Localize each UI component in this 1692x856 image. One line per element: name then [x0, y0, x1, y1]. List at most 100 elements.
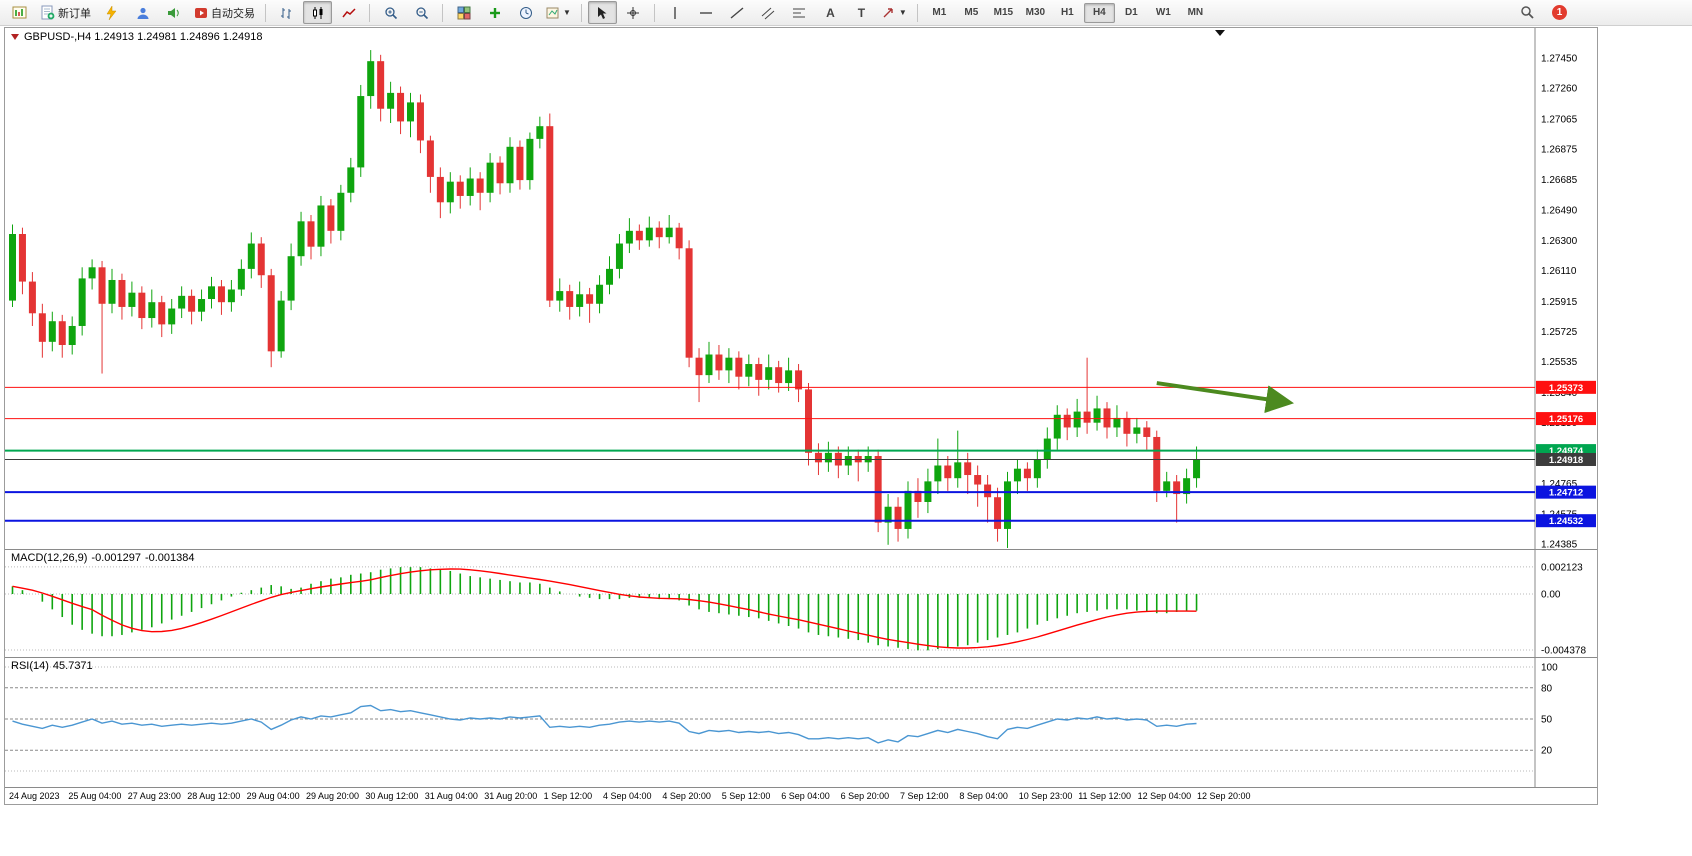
candle	[58, 321, 66, 346]
candle	[247, 243, 255, 269]
line-chart-button[interactable]	[334, 1, 363, 24]
candle	[416, 102, 424, 141]
candle	[536, 126, 544, 139]
candlestick-button[interactable]	[303, 1, 332, 24]
price-axis-label: 1.26685	[1541, 175, 1578, 186]
timeframe-m1-button[interactable]: M1	[932, 7, 947, 18]
candle	[1053, 414, 1061, 439]
timeframe-d1-button[interactable]: D1	[1124, 7, 1138, 18]
price-axis-label: 1.26300	[1541, 236, 1578, 247]
new-order-button[interactable]: 新订单	[36, 1, 95, 24]
timeframe-m15-button[interactable]: M15	[993, 7, 1014, 18]
mql-community-button[interactable]	[97, 1, 126, 24]
templates-button[interactable]: ▼	[542, 1, 575, 24]
zoom-out-icon	[415, 6, 428, 19]
pane-separator[interactable]	[5, 657, 1597, 658]
timeframe-h1-button[interactable]: H1	[1060, 7, 1074, 18]
price-axis-label: 1.26875	[1541, 145, 1578, 156]
candle	[685, 248, 693, 358]
text-label-button[interactable]: T	[847, 1, 876, 24]
text-button[interactable]: A	[816, 1, 845, 24]
candle	[317, 205, 325, 247]
channel-button[interactable]	[754, 1, 783, 24]
candle	[1063, 414, 1071, 428]
time-axis-label: 11 Sep 12:00	[1078, 791, 1132, 801]
time-axis-label: 29 Aug 20:00	[306, 791, 360, 801]
timeframe-mn-button[interactable]: MN	[1187, 7, 1204, 18]
macd-pane[interactable]: 0.002123 0.00 -0.004378	[5, 550, 1597, 657]
toolbar-separator	[916, 3, 918, 22]
fibonacci-icon	[793, 8, 806, 17]
arrows-button[interactable]: ▼	[878, 1, 911, 24]
tile-windows-button[interactable]	[449, 1, 478, 24]
toolbar-separator	[442, 3, 443, 22]
timeframe-m30-button[interactable]: M30	[1025, 7, 1046, 18]
zoom-out-button[interactable]	[407, 1, 436, 24]
dropdown-caret-icon: ▼	[563, 8, 571, 17]
toolbar: 新订单 自动交易	[0, 0, 1692, 26]
main-price-chart[interactable]: 1.27450 1.27260 1.27065 1.26875 1.26685 1.264…	[5, 28, 1597, 549]
profiles-button[interactable]	[128, 1, 157, 24]
toolbar-separator	[580, 3, 582, 22]
rsi-axis-label: 20	[1541, 746, 1553, 757]
horizontal-line-icon	[700, 11, 713, 14]
indicators-button[interactable]	[480, 1, 509, 24]
price-line-badge: 1.24532	[1549, 516, 1583, 527]
price-axis-label: 1.26490	[1541, 206, 1578, 217]
crosshair-button[interactable]	[619, 1, 648, 24]
toolbar-right: 1	[1513, 1, 1567, 24]
new-chart-button[interactable]	[5, 1, 34, 24]
timeframe-m5-button[interactable]: M5	[964, 7, 979, 18]
price-axis-label: 1.24385	[1541, 540, 1578, 550]
candle	[128, 292, 136, 307]
label-icon: T	[857, 5, 866, 20]
candle	[436, 176, 444, 203]
notification-badge[interactable]: 1	[1552, 5, 1567, 20]
chart-dropdown-marker[interactable]	[1215, 30, 1225, 36]
candle	[665, 227, 673, 238]
alerts-button[interactable]	[159, 1, 188, 24]
time-axis-label: 24 Aug 2023	[9, 791, 60, 801]
candle	[1163, 481, 1171, 491]
lightning-icon	[106, 5, 117, 20]
time-axis-label: 25 Aug 04:00	[68, 791, 122, 801]
candle	[984, 484, 992, 498]
candle	[217, 286, 225, 303]
candle	[357, 96, 365, 168]
auto-trading-button[interactable]: 自动交易	[190, 1, 259, 24]
trend-arrow-annotation[interactable]	[1156, 381, 1295, 414]
candle	[954, 462, 962, 479]
rsi-pane[interactable]: 100 80 50 20	[5, 658, 1597, 787]
timeframe-w1-button[interactable]: W1	[1155, 7, 1171, 18]
candle	[934, 465, 942, 482]
search-button[interactable]	[1513, 1, 1542, 24]
time-axis-label: 27 Aug 23:00	[127, 791, 181, 801]
time-axis[interactable]: 24 Aug 2023 25 Aug 04:00 27 Aug 23:00 28 Au…	[5, 787, 1597, 805]
timeframe-h4-button[interactable]: H4	[1083, 2, 1115, 23]
price-line-badge: 1.25373	[1549, 383, 1583, 394]
cursor-button[interactable]	[587, 1, 617, 24]
time-axis-label: 8 Sep 04:00	[959, 791, 1008, 801]
vertical-line-button[interactable]	[661, 1, 690, 24]
horizontal-line-button[interactable]	[692, 1, 721, 24]
candle	[456, 181, 464, 196]
candle	[705, 354, 713, 376]
time-axis-label: 6 Sep 04:00	[781, 791, 830, 801]
zoom-in-button[interactable]	[376, 1, 405, 24]
time-axis-label: 31 Aug 04:00	[424, 791, 478, 801]
candle	[9, 234, 16, 301]
time-axis-label: 12 Sep 04:00	[1137, 791, 1192, 801]
symbol-marker-icon[interactable]	[11, 34, 19, 40]
fibonacci-button[interactable]	[785, 1, 814, 24]
candle	[904, 490, 912, 529]
periods-button[interactable]	[511, 1, 540, 24]
candle	[586, 294, 594, 304]
candle	[118, 279, 126, 307]
time-axis-label: 10 Sep 23:00	[1018, 791, 1073, 801]
candle	[874, 455, 882, 523]
candle	[1033, 459, 1041, 479]
trendline-button[interactable]	[723, 1, 752, 24]
bar-chart-button[interactable]	[272, 1, 301, 24]
pane-separator[interactable]	[5, 549, 1597, 550]
